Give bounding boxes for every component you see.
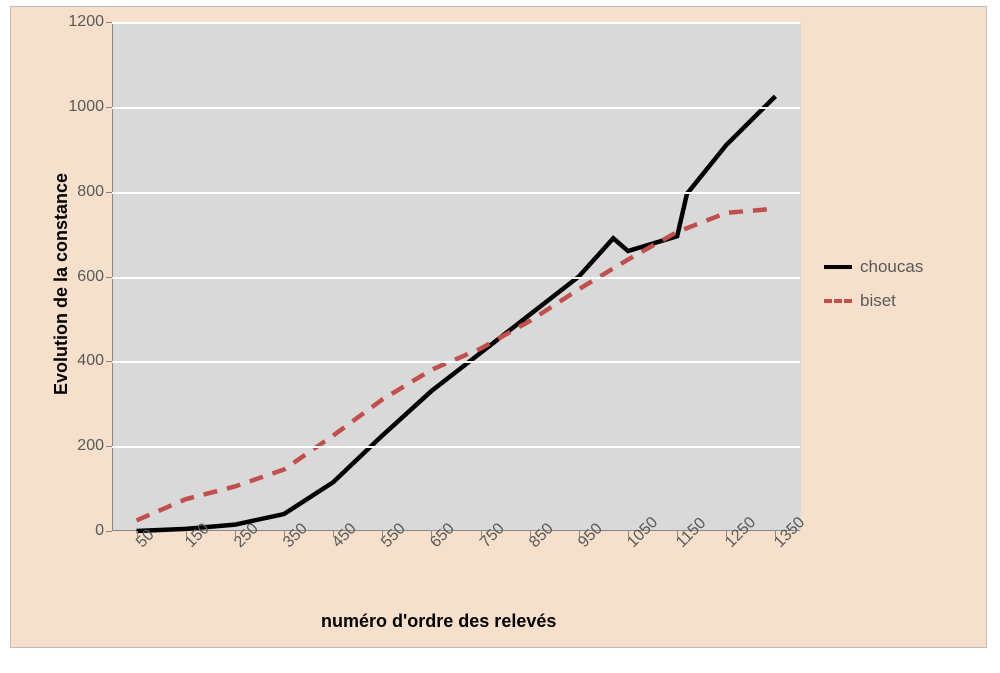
chart-container: 0200400600800100012005015025035045055065… bbox=[10, 6, 987, 648]
y-tick-label: 0 bbox=[95, 522, 104, 540]
y-tick-mark bbox=[106, 446, 112, 447]
y-axis-title: Evolution de la constance bbox=[51, 173, 72, 395]
y-tick-mark bbox=[106, 107, 112, 108]
y-tick-mark bbox=[106, 361, 112, 362]
grid-line bbox=[112, 192, 800, 194]
y-tick-label: 800 bbox=[77, 183, 104, 201]
legend-swatch bbox=[824, 265, 852, 269]
grid-line bbox=[112, 277, 800, 279]
grid-line bbox=[112, 361, 800, 363]
y-tick-mark bbox=[106, 531, 112, 532]
y-tick-label: 400 bbox=[77, 352, 104, 370]
grid-line bbox=[112, 107, 800, 109]
legend-item-choucas: choucas bbox=[824, 257, 923, 277]
legend-swatch bbox=[824, 299, 852, 303]
grid-line bbox=[112, 446, 800, 448]
legend-label: choucas bbox=[860, 257, 923, 277]
series-choucas bbox=[137, 96, 776, 531]
y-tick-label: 1000 bbox=[68, 98, 104, 116]
plot-area: 0200400600800100012005015025035045055065… bbox=[112, 22, 801, 531]
x-axis-title: numéro d'ordre des relevés bbox=[321, 611, 556, 632]
y-tick-label: 200 bbox=[77, 437, 104, 455]
grid-line bbox=[112, 22, 800, 24]
legend: choucas biset bbox=[824, 243, 923, 325]
legend-label: biset bbox=[860, 291, 896, 311]
series-biset bbox=[137, 209, 776, 521]
y-tick-label: 600 bbox=[77, 268, 104, 286]
y-tick-mark bbox=[106, 192, 112, 193]
y-tick-mark bbox=[106, 277, 112, 278]
y-tick-label: 1200 bbox=[68, 13, 104, 31]
legend-item-biset: biset bbox=[824, 291, 923, 311]
y-tick-mark bbox=[106, 22, 112, 23]
